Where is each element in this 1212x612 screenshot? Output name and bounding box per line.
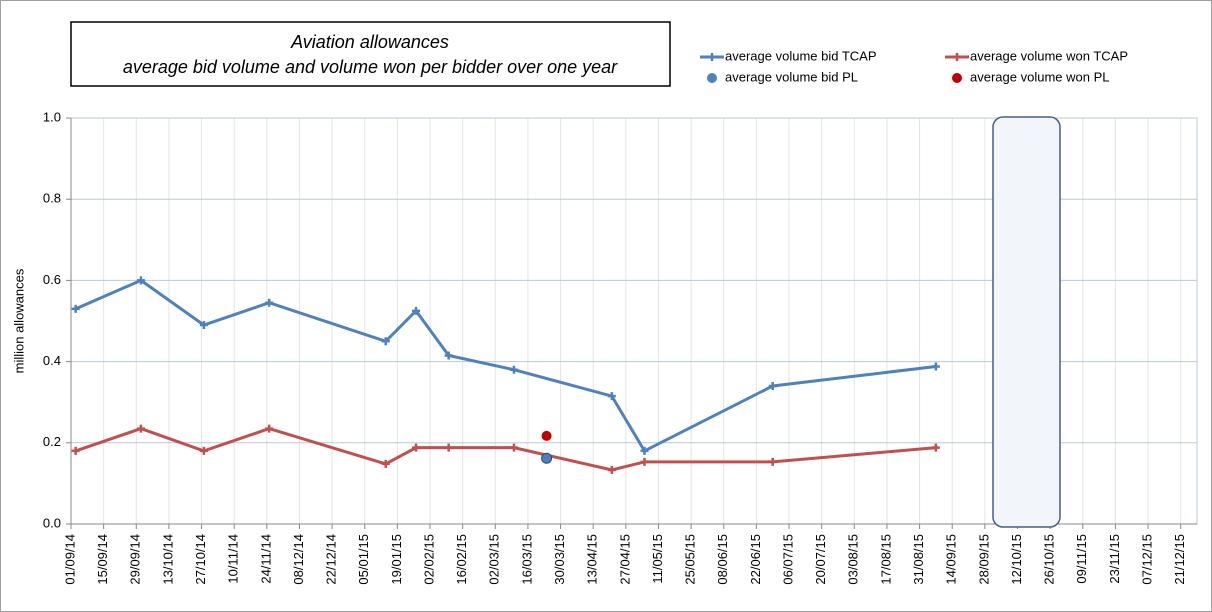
x-tick-label: 16/02/15 [454, 534, 469, 585]
x-tick-label: 05/01/15 [356, 534, 371, 585]
line-marker [199, 321, 208, 330]
point [541, 452, 553, 464]
line-marker [768, 381, 777, 390]
legend-marker [707, 73, 717, 83]
line-marker [509, 443, 518, 452]
line-marker [509, 365, 518, 374]
x-tick-label: 19/01/15 [389, 534, 404, 585]
x-tick-label: 13/04/15 [585, 534, 600, 585]
chart-subtitle: average bid volume and volume won per bi… [123, 57, 618, 77]
line-marker [71, 304, 80, 313]
y-axis-label: million allowances [11, 268, 26, 373]
title-box [70, 21, 671, 87]
x-tick-label: 27/10/14 [193, 534, 208, 585]
line-marker [412, 306, 421, 315]
y-tick-label: 0.2 [43, 434, 61, 449]
line-marker [931, 443, 940, 452]
chart-title: Aviation allowances [290, 32, 449, 52]
x-tick-label: 28/09/15 [976, 534, 991, 585]
line-marker [768, 457, 777, 466]
legend-label: average volume bid PL [725, 69, 858, 84]
line-marker [381, 337, 390, 346]
x-tick-label: 26/10/15 [1042, 534, 1057, 585]
legend-label: average volume won TCAP [970, 48, 1128, 63]
legend-marker [953, 53, 961, 61]
line-marker [444, 351, 453, 360]
line-marker [71, 446, 80, 455]
line-marker [199, 446, 208, 455]
line-marker [381, 459, 390, 468]
x-tick-label: 02/03/15 [487, 534, 502, 585]
x-tick-label: 11/05/15 [650, 534, 665, 584]
line-marker [412, 443, 421, 452]
x-tick-label: 14/09/15 [944, 534, 959, 585]
x-tick-label: 25/05/15 [683, 534, 698, 585]
x-tick-label: 07/12/15 [1139, 534, 1154, 585]
line-marker [265, 424, 274, 433]
x-tick-label: 09/11/15 [1074, 534, 1089, 584]
x-tick-label: 08/06/15 [715, 534, 730, 585]
x-tick-label: 13/10/14 [160, 534, 175, 585]
x-tick-label: 23/11/15 [1107, 534, 1122, 584]
x-tick-label: 21/12/15 [1172, 534, 1187, 585]
x-tick-label: 17/08/15 [878, 534, 893, 585]
y-tick-label: 0.4 [43, 353, 61, 368]
series-line [75, 427, 937, 472]
x-tick-label: 12/10/15 [1009, 534, 1024, 585]
legend-marker [952, 73, 962, 83]
x-tick-label: 31/08/15 [911, 534, 926, 585]
y-tick-label: 0.8 [43, 191, 61, 206]
point [541, 430, 552, 441]
line-marker [136, 276, 145, 285]
x-tick-label: 01/09/14 [62, 534, 77, 585]
x-tick-label: 27/04/15 [617, 534, 632, 585]
line-marker [640, 446, 649, 455]
line-marker [607, 466, 616, 475]
legend-label: average volume won PL [970, 69, 1109, 84]
highlight-box [992, 116, 1061, 528]
x-tick-label: 06/07/15 [780, 534, 795, 585]
y-tick-label: 0.6 [43, 272, 61, 287]
line-marker [640, 457, 649, 466]
x-tick-label: 10/11/14 [226, 534, 241, 584]
x-tick-label: 24/11/14 [258, 534, 273, 584]
series-line [75, 278, 937, 453]
legend-marker [708, 53, 716, 61]
x-tick-label: 02/02/15 [421, 534, 436, 585]
y-tick-label: 0.0 [43, 515, 61, 530]
x-tick-label: 15/09/14 [95, 534, 110, 585]
x-tick-label: 16/03/15 [519, 534, 534, 585]
x-tick-label: 30/03/15 [552, 534, 567, 585]
legend-label: average volume bid TCAP [725, 48, 877, 63]
line-marker [607, 392, 616, 401]
line-marker [444, 443, 453, 452]
line-marker [265, 298, 274, 307]
x-tick-label: 20/07/15 [813, 534, 828, 585]
line-marker [931, 362, 940, 371]
x-tick-label: 29/09/14 [128, 534, 143, 585]
y-tick-label: 1.0 [43, 109, 61, 124]
x-tick-label: 22/12/14 [324, 534, 339, 585]
x-tick-label: 03/08/15 [846, 534, 861, 585]
x-tick-label: 22/06/15 [748, 534, 763, 585]
x-tick-label: 08/12/14 [291, 534, 306, 585]
line-marker [136, 424, 145, 433]
